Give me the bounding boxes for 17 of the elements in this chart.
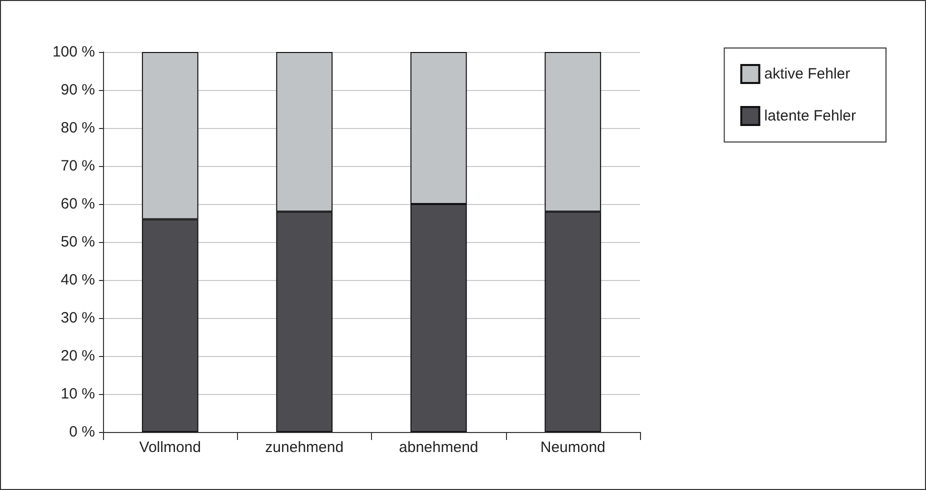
x-tick-label: abnehmend — [399, 439, 478, 456]
y-tick-label: 50 % — [60, 234, 95, 250]
y-tick-label: 40 % — [60, 272, 95, 288]
y-tick-label: 20 % — [60, 348, 95, 364]
legend-label: aktive Fehler — [764, 66, 850, 82]
x-tick-label: Vollmond — [139, 439, 201, 456]
y-tick-label: 70 % — [60, 158, 95, 174]
y-tick-label: 80 % — [60, 120, 95, 136]
y-tick-label: 90 % — [60, 82, 95, 98]
y-tick-label: 0 % — [69, 424, 95, 440]
legend-label: latente Fehler — [764, 108, 856, 124]
y-tick-label: 10 % — [60, 386, 95, 402]
y-tick-label: 30 % — [60, 310, 95, 326]
x-tick-label: Neumond — [540, 439, 606, 456]
x-tick-label: zunehmend — [265, 439, 344, 456]
y-tick-label: 100 % — [52, 44, 95, 60]
y-tick-label: 60 % — [60, 196, 95, 212]
